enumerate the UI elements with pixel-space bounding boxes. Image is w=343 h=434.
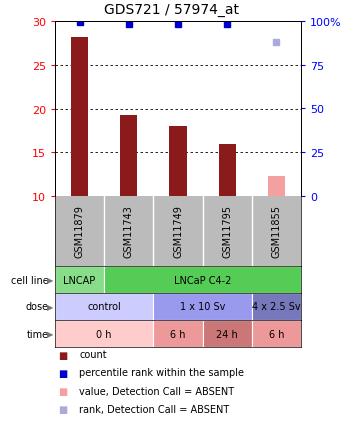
Text: 0 h: 0 h: [96, 329, 112, 339]
Text: ▶: ▶: [47, 302, 53, 311]
Text: GDS721 / 57974_at: GDS721 / 57974_at: [104, 3, 239, 17]
Bar: [120, 115, 138, 197]
Text: ■: ■: [58, 350, 68, 360]
Text: rank, Detection Call = ABSENT: rank, Detection Call = ABSENT: [79, 404, 229, 414]
Bar: [71, 38, 88, 197]
Text: count: count: [79, 350, 107, 360]
Text: 24 h: 24 h: [216, 329, 238, 339]
Text: 6 h: 6 h: [170, 329, 186, 339]
Text: 4 x 2.5 Sv: 4 x 2.5 Sv: [252, 302, 301, 312]
Text: ■: ■: [58, 404, 68, 414]
Text: LNCaP C4-2: LNCaP C4-2: [174, 275, 231, 285]
Bar: [104, 266, 301, 293]
Text: GSM11855: GSM11855: [271, 205, 281, 258]
Text: GSM11749: GSM11749: [173, 205, 183, 258]
Bar: [55, 266, 104, 293]
Text: control: control: [87, 302, 121, 312]
Bar: [55, 320, 153, 347]
Text: LNCAP: LNCAP: [63, 275, 96, 285]
Text: GSM11879: GSM11879: [74, 205, 85, 258]
Text: GSM11743: GSM11743: [124, 205, 134, 258]
Text: ▶: ▶: [47, 329, 53, 338]
Bar: [252, 320, 301, 347]
Text: GSM11795: GSM11795: [222, 205, 232, 258]
Bar: [268, 177, 285, 197]
Text: 6 h: 6 h: [269, 329, 284, 339]
Bar: [55, 293, 153, 320]
Text: ■: ■: [58, 386, 68, 395]
Text: ▶: ▶: [47, 275, 53, 284]
Text: dose: dose: [26, 302, 49, 312]
Text: ■: ■: [58, 368, 68, 378]
Bar: [153, 320, 203, 347]
Text: time: time: [27, 329, 49, 339]
Bar: [203, 320, 252, 347]
Text: value, Detection Call = ABSENT: value, Detection Call = ABSENT: [79, 386, 234, 395]
Text: percentile rank within the sample: percentile rank within the sample: [79, 368, 244, 378]
Text: cell line: cell line: [11, 275, 49, 285]
Text: 1 x 10 Sv: 1 x 10 Sv: [180, 302, 225, 312]
Bar: [252, 293, 301, 320]
Bar: [153, 293, 252, 320]
Bar: [218, 144, 236, 197]
Bar: [169, 127, 187, 197]
